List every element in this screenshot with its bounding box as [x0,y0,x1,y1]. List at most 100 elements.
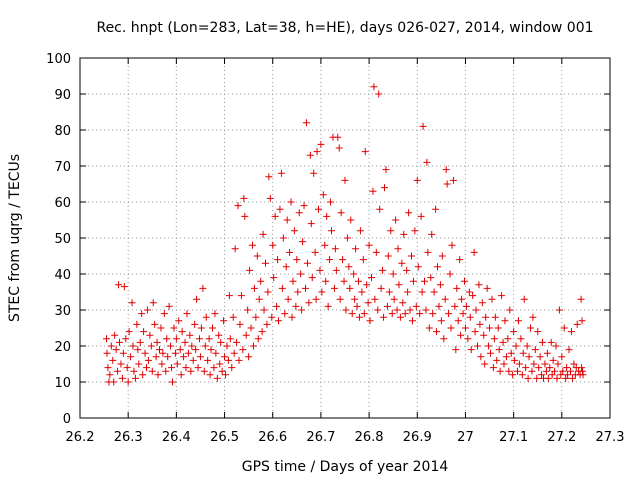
data-point [541,360,549,368]
data-point [379,266,387,274]
data-point [159,349,167,357]
data-point [543,349,551,357]
data-point [466,313,474,321]
data-point [163,335,171,343]
data-point [151,320,159,328]
data-point [389,270,397,278]
data-point [464,335,472,343]
data-point [178,328,186,336]
data-point [164,353,172,361]
data-point [422,306,430,314]
data-point [199,284,207,292]
data-point [125,328,133,336]
data-point [130,367,138,375]
data-point [542,367,550,375]
data-point [531,346,539,354]
y-tick-label: 60 [54,196,71,211]
data-point [311,248,319,256]
data-point [152,353,160,361]
data-point [335,144,343,152]
data-point [432,205,440,213]
data-point [502,353,510,361]
data-point [449,176,457,184]
data-point [207,346,215,354]
data-point [488,295,496,303]
data-point [146,331,154,339]
data-point [383,302,391,310]
data-point [376,205,384,213]
data-point [548,371,556,379]
data-point [183,310,191,318]
data-point [522,364,530,372]
data-point [534,328,542,336]
data-point [428,230,436,238]
chart-title: Rec. hnpt (Lon=283, Lat=38, h=HE), days … [96,20,593,36]
data-point [334,133,342,141]
data-point [264,288,272,296]
data-point [514,317,522,325]
data-point [529,313,537,321]
data-point [470,248,478,256]
x-tick-label: 27.2 [547,430,576,445]
data-point [279,234,287,242]
data-point [509,371,517,379]
data-point [565,346,573,354]
data-point [573,320,581,328]
data-point [187,367,195,375]
data-point [549,356,557,364]
data-point [407,252,415,260]
data-point [442,166,450,174]
data-point [294,288,302,296]
data-point [496,367,504,375]
data-point [382,166,390,174]
data-point [501,317,509,325]
data-point [184,349,192,357]
data-point [299,238,307,246]
data-point [300,202,308,210]
data-point [552,342,560,350]
data-point [231,245,239,253]
data-point [418,288,426,296]
data-point [360,310,368,318]
data-point [447,324,455,332]
data-point [491,313,499,321]
data-point [467,346,475,354]
data-point [158,360,166,368]
data-point [143,306,151,314]
data-point [194,364,202,372]
data-point [408,317,416,325]
x-axis-label: GPS time / Days of year 2014 [242,459,449,475]
x-tick-label: 26.4 [162,430,191,445]
data-point [221,353,229,361]
data-point [220,317,228,325]
y-tick-label: 20 [54,340,71,355]
x-tick-label: 26.2 [66,430,95,445]
data-point [165,302,173,310]
data-point [524,374,532,382]
data-point [462,302,470,310]
data-point [409,277,417,285]
data-point [425,324,433,332]
data-point [153,338,161,346]
data-point [482,313,490,321]
data-point [189,356,197,364]
data-point [327,198,335,206]
data-point [275,317,283,325]
data-point [523,342,531,350]
data-point [434,263,442,271]
data-point [123,364,131,372]
data-point [528,367,536,375]
data-point [140,328,148,336]
data-point [273,302,281,310]
data-point [315,205,322,213]
data-point [116,338,124,346]
data-point [438,252,446,260]
data-point [547,338,555,346]
data-point [188,342,196,350]
data-point [533,374,541,382]
y-tick-label: 30 [54,304,71,319]
data-point [193,295,201,303]
axis-ticks: 26.2 26.3 26.4 26.5 26.6 26.7 26.8 26.9 27 27.1 27… [46,52,624,445]
x-tick-label: 26.6 [258,430,287,445]
